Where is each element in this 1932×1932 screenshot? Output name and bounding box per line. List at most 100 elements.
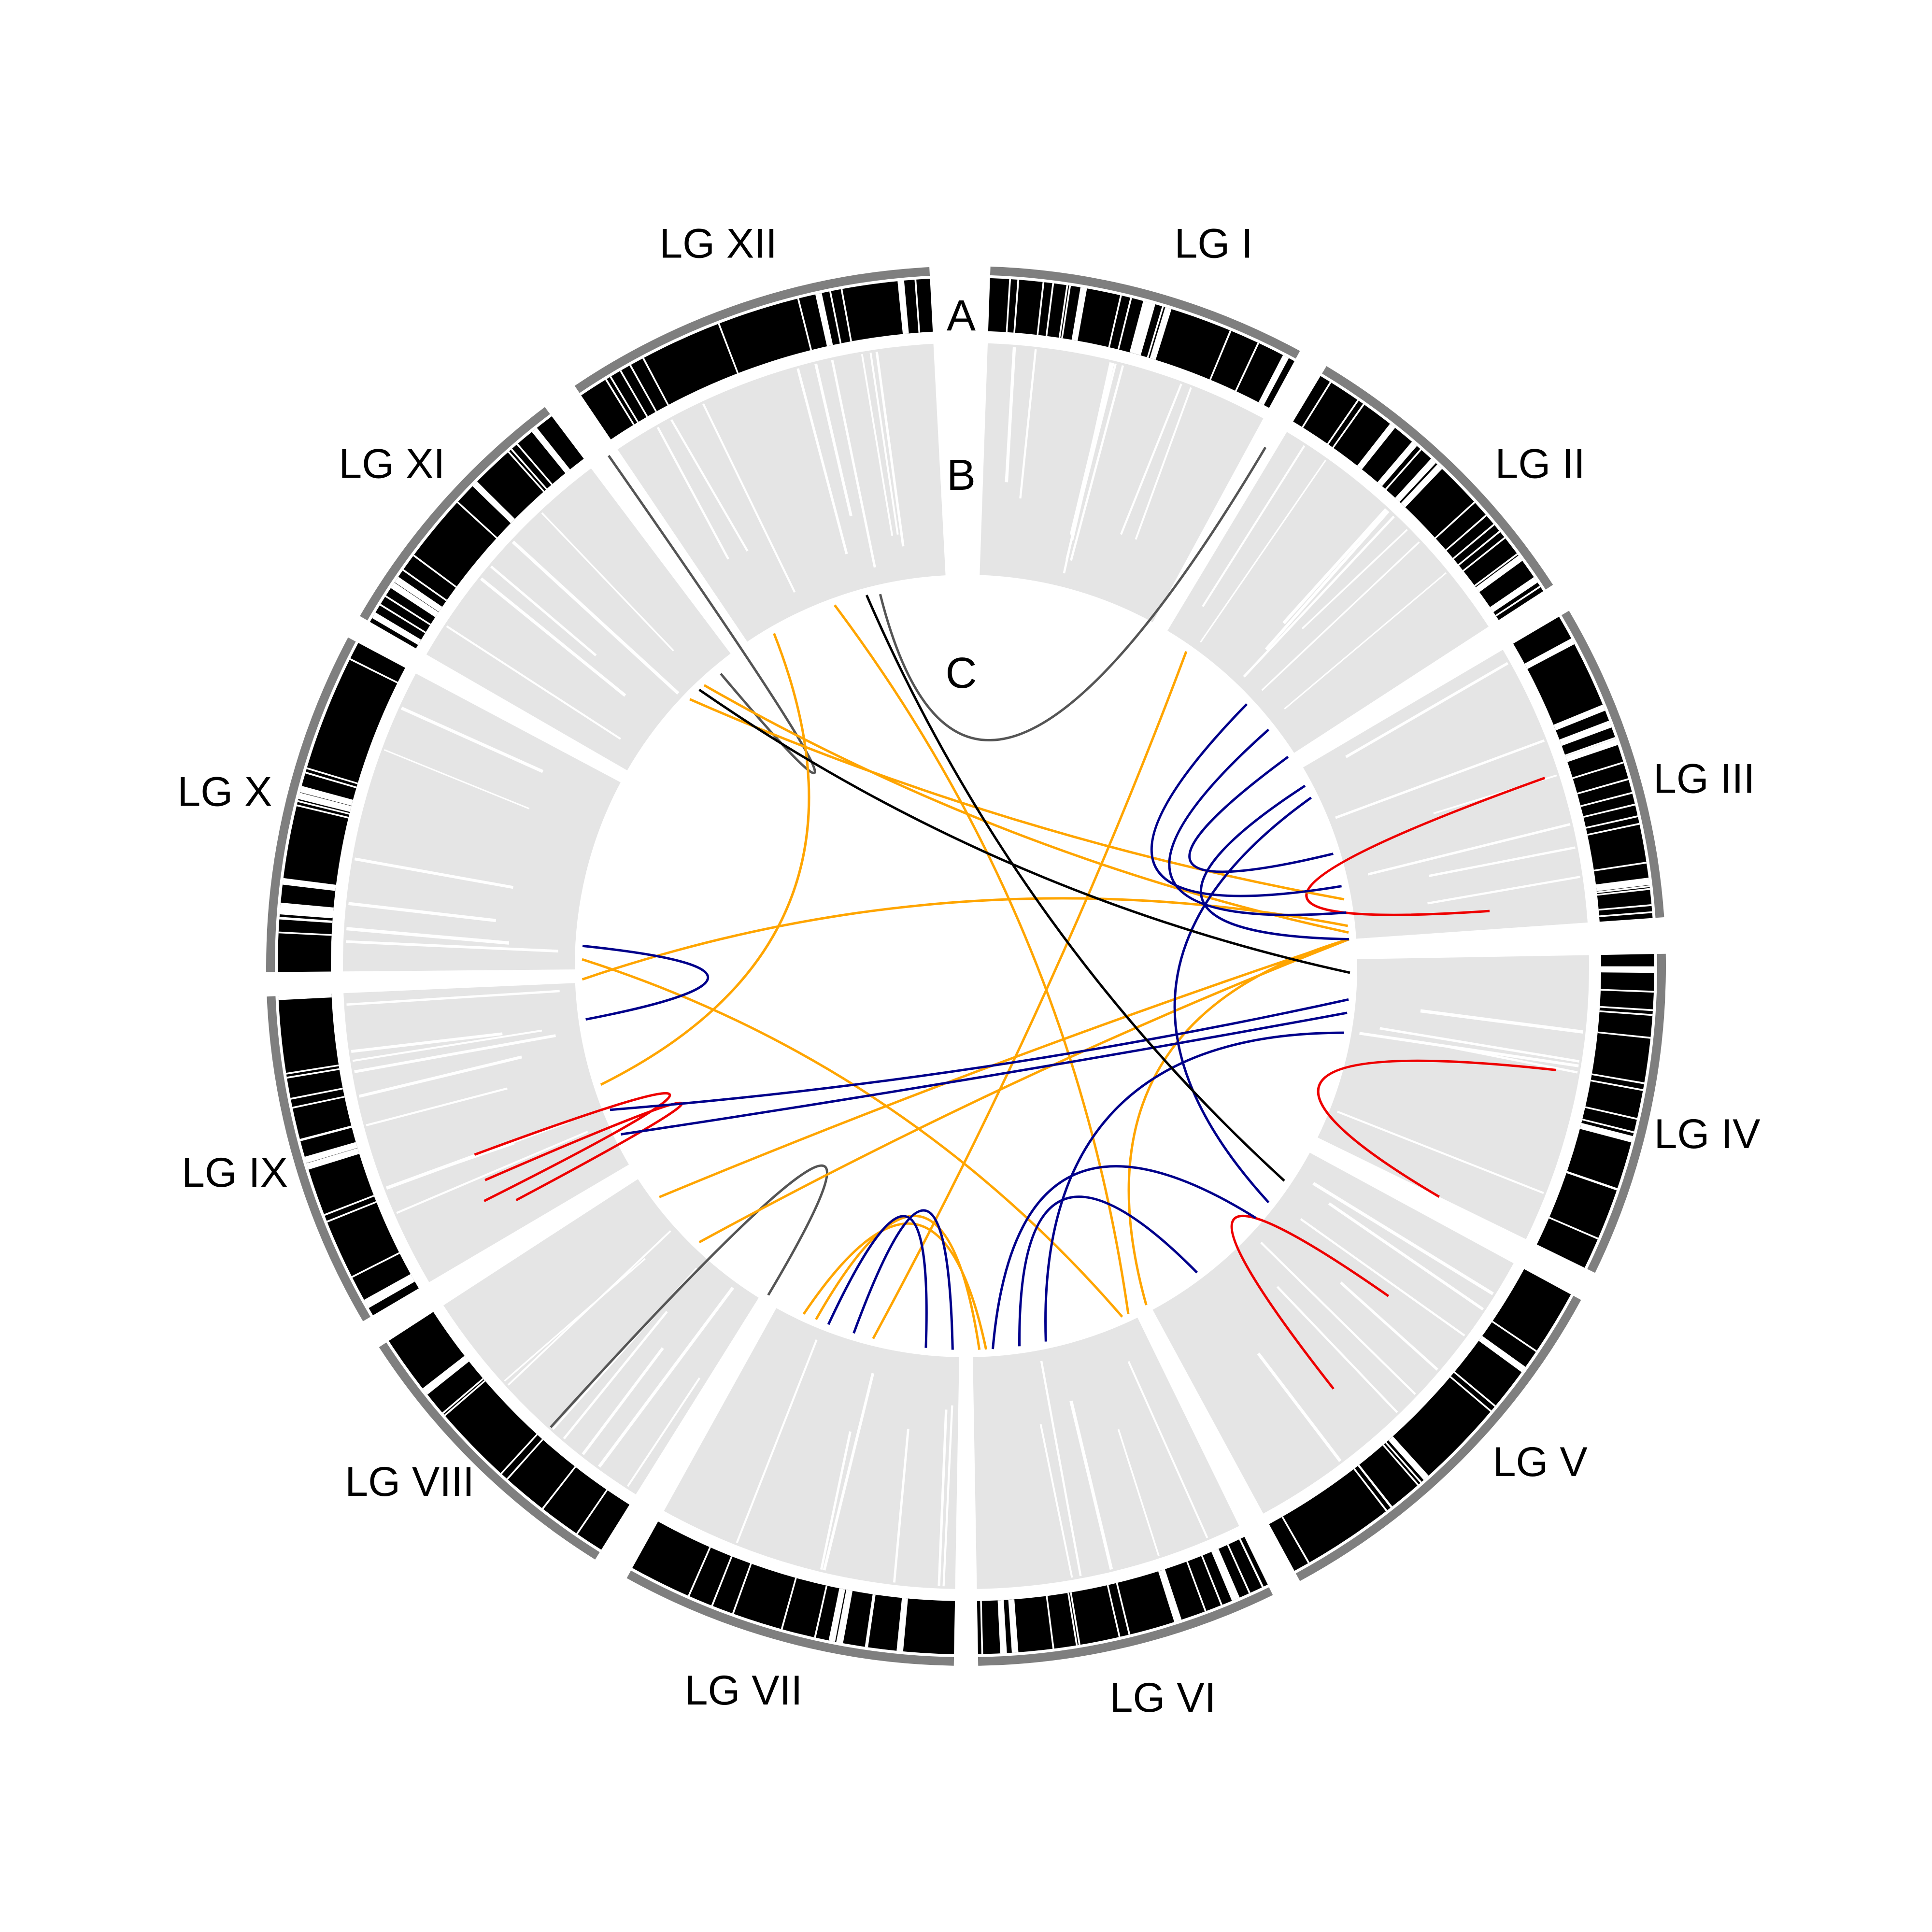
lg10-track-b-ray: [384, 749, 530, 810]
lg2-marker-gap: [1395, 458, 1436, 502]
lg1-marker-gap: [1071, 287, 1087, 341]
lg4-marker-gap: [1566, 1171, 1618, 1191]
lg1-marker-gap: [1235, 342, 1259, 392]
lg11-marker-gap: [532, 427, 570, 473]
link-navy-20: [1150, 703, 1342, 897]
lg12-marker-gap: [718, 323, 739, 374]
lg2-track-b-ray: [1301, 529, 1408, 629]
lg2-marker-gap: [1378, 442, 1414, 484]
lg12-marker-gap: [840, 289, 852, 341]
lg2-label: LG II: [1495, 440, 1585, 487]
lg4-marker-band: [1536, 954, 1655, 1268]
lg9-marker-gap: [290, 1088, 343, 1100]
lg11-track-b-ray: [541, 512, 674, 652]
lg2-ideogram-arc: [1322, 366, 1553, 590]
link-navy-26: [610, 998, 1349, 1111]
lg11-marker-gap: [508, 451, 545, 492]
link-red-6: [474, 1092, 671, 1202]
lg6-marker-gap: [1186, 1561, 1207, 1612]
link-navy-24: [1173, 796, 1312, 1204]
lg2-marker-gap: [1490, 577, 1538, 612]
link-black-34: [698, 689, 1350, 974]
lg1-track-b-ray: [1071, 363, 1115, 541]
lg1-label: LG I: [1175, 221, 1253, 267]
lg11-track-b-ray: [480, 577, 626, 697]
lg9-track-b-ray: [396, 1131, 588, 1214]
lg7-track-b-ray: [820, 1431, 852, 1570]
lg1-marker-gap: [1117, 298, 1132, 350]
lg3-marker-gap: [1577, 778, 1629, 795]
lg3-track-b-ray: [1427, 876, 1581, 905]
lg3-ideogram-arc: [1561, 611, 1664, 918]
lg11-marker-gap: [472, 481, 515, 524]
lg8-marker-gap: [444, 1380, 486, 1416]
lg3-marker-gap: [1596, 883, 1650, 892]
lg6-track-b-sector: [973, 1318, 1239, 1589]
lg1-marker-gap: [1150, 307, 1172, 360]
lg5-track-b-ray: [1339, 1281, 1438, 1371]
lg1-track-b-ray: [1069, 362, 1114, 535]
lg7-marker-gap: [837, 1590, 853, 1644]
lg6-marker-gap: [1239, 1538, 1264, 1588]
lg11-marker-band: [369, 416, 584, 649]
lg1-marker-gap: [1135, 302, 1155, 355]
link-navy-29: [827, 1215, 928, 1348]
lg9-ideogram-arc: [267, 996, 371, 1321]
lg6-marker-gap: [1070, 1592, 1080, 1645]
lg12-track-b-sector: [617, 343, 946, 642]
lg2-marker-gap: [1445, 514, 1487, 551]
link-orange-15: [659, 938, 1350, 1198]
lg1-track-b-sector: [980, 343, 1264, 623]
lg12-track-b-ray: [796, 368, 848, 554]
lg12-marker-gap: [605, 379, 635, 426]
lg6-ideogram-arc: [978, 1587, 1273, 1666]
lg9-track-b-ray: [352, 1029, 542, 1062]
lg5-marker-band: [1269, 1269, 1571, 1571]
lg1-marker-gap: [1037, 282, 1045, 335]
lg1-marker-gap: [1045, 283, 1054, 336]
lg9-track-b-ray: [358, 1055, 522, 1098]
lg11-marker-gap: [457, 501, 497, 539]
lg10-marker-gap: [279, 917, 333, 923]
lg10-marker-gap: [298, 800, 350, 815]
lg7-track-b-ray: [823, 1373, 875, 1571]
lg10-marker-gap: [300, 786, 353, 806]
lg3-marker-gap: [1587, 823, 1640, 836]
lg3-track-b-ray: [1367, 823, 1571, 876]
lg8-marker-gap: [542, 1466, 576, 1509]
lg2-marker-gap: [1452, 524, 1495, 559]
lg8-marker-gap: [425, 1358, 468, 1392]
link-orange-10: [600, 633, 810, 1086]
lg4-marker-gap: [1582, 1119, 1634, 1134]
lg3-track-b-sector: [1303, 650, 1588, 939]
link-within_lg-2: [550, 1164, 828, 1428]
lg8-marker-gap: [576, 1489, 608, 1534]
lg12-track-b-ray: [814, 363, 852, 516]
lg7-track-b-ray: [736, 1339, 818, 1543]
lg11-track-b-ray: [446, 625, 621, 740]
lg2-marker-gap: [1332, 403, 1364, 448]
lg3-label: LG III: [1653, 756, 1755, 802]
link-orange-11: [703, 684, 1349, 934]
lg4-track-b-ray: [1420, 1009, 1584, 1034]
lg7-marker-gap: [896, 1598, 908, 1651]
lg11-marker-gap: [380, 604, 426, 634]
lg5-marker-gap: [1358, 1465, 1392, 1508]
lg1-marker-gap: [1013, 280, 1020, 333]
lg6-marker-gap: [1067, 1592, 1078, 1646]
lg5-marker-gap: [1388, 1436, 1429, 1480]
lg2-marker-gap: [1401, 464, 1442, 508]
lg6-label: LG VI: [1110, 1675, 1216, 1721]
lg4-marker-gap: [1585, 1106, 1637, 1120]
lg8-marker-gap: [506, 1439, 543, 1480]
lg2-marker-gap: [1357, 424, 1395, 469]
track-a-marker-density: [278, 278, 1655, 1654]
lg2-marker-gap: [1463, 537, 1506, 572]
link-orange-19: [1127, 938, 1350, 1306]
link-orange-16: [698, 938, 1350, 1244]
lg12-track-b-ray: [875, 352, 905, 547]
lg10-track-b-ray: [348, 902, 497, 923]
lg4-ideogram-arc: [1587, 953, 1666, 1273]
link-navy-25: [582, 944, 710, 1021]
lg9-label: LG IX: [182, 1150, 288, 1196]
